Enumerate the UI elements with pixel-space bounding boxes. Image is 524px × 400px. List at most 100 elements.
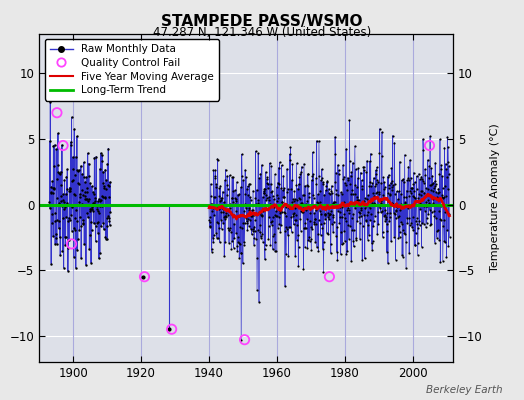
- Point: [443, 186, 452, 192]
- Point: [320, 219, 328, 226]
- Point: [340, 211, 348, 218]
- Point: [93, 208, 102, 214]
- Point: [444, 158, 452, 165]
- Point: [384, 190, 392, 196]
- Point: [206, 214, 214, 221]
- Point: [79, 220, 88, 226]
- Point: [399, 226, 408, 233]
- Point: [438, 192, 446, 198]
- Point: [323, 213, 332, 220]
- Point: [247, 231, 256, 238]
- Point: [386, 191, 395, 197]
- Point: [355, 214, 363, 220]
- Point: [252, 209, 260, 216]
- Point: [267, 189, 276, 195]
- Point: [331, 134, 339, 140]
- Point: [320, 239, 328, 245]
- Point: [339, 162, 347, 168]
- Point: [61, 242, 70, 248]
- Point: [428, 181, 436, 187]
- Point: [397, 203, 406, 210]
- Point: [388, 184, 396, 190]
- Point: [252, 148, 260, 154]
- Point: [230, 212, 238, 219]
- Point: [331, 151, 340, 157]
- Point: [411, 242, 419, 248]
- Point: [343, 187, 351, 193]
- Point: [357, 206, 366, 213]
- Point: [66, 188, 74, 194]
- Point: [395, 213, 403, 220]
- Point: [379, 192, 387, 198]
- Point: [55, 217, 63, 224]
- Point: [368, 246, 376, 253]
- Point: [354, 209, 363, 216]
- Point: [376, 126, 384, 132]
- Point: [272, 213, 280, 219]
- Point: [284, 253, 292, 259]
- Point: [59, 264, 68, 271]
- Point: [436, 259, 444, 266]
- Point: [301, 182, 309, 189]
- Point: [231, 201, 239, 208]
- Point: [248, 213, 256, 219]
- Point: [63, 166, 71, 173]
- Point: [444, 163, 453, 169]
- Point: [444, 243, 453, 250]
- Point: [313, 200, 322, 206]
- Point: [396, 229, 405, 235]
- Point: [219, 220, 227, 226]
- Point: [291, 253, 299, 260]
- Point: [260, 190, 268, 196]
- Point: [90, 200, 99, 206]
- Point: [255, 209, 263, 215]
- Point: [440, 194, 448, 200]
- Point: [244, 205, 253, 211]
- Point: [330, 198, 338, 205]
- Point: [412, 198, 420, 204]
- Point: [103, 235, 112, 242]
- Point: [208, 201, 216, 207]
- Point: [441, 160, 450, 167]
- Point: [50, 186, 59, 192]
- Point: [55, 170, 63, 177]
- Point: [335, 214, 344, 220]
- Point: [70, 254, 78, 260]
- Point: [405, 192, 413, 199]
- Point: [387, 180, 395, 186]
- Point: [316, 177, 325, 183]
- Point: [417, 192, 425, 198]
- Point: [56, 234, 64, 240]
- Point: [316, 232, 325, 238]
- Point: [414, 194, 423, 201]
- Point: [311, 207, 320, 214]
- Point: [92, 222, 100, 229]
- Point: [365, 183, 374, 189]
- Point: [45, 199, 53, 206]
- Point: [54, 225, 63, 232]
- Point: [442, 166, 451, 172]
- Point: [442, 192, 450, 199]
- Point: [425, 200, 433, 206]
- Point: [79, 192, 87, 198]
- Point: [286, 144, 294, 151]
- Point: [239, 239, 248, 245]
- Point: [257, 212, 266, 218]
- Point: [421, 166, 429, 172]
- Point: [248, 228, 257, 234]
- Point: [440, 144, 449, 151]
- Point: [341, 182, 350, 188]
- Point: [293, 222, 302, 228]
- Point: [409, 181, 418, 187]
- Point: [270, 248, 279, 254]
- Point: [386, 192, 394, 198]
- Point: [324, 189, 333, 196]
- Point: [409, 169, 418, 176]
- Point: [230, 235, 238, 242]
- Point: [291, 196, 300, 202]
- Point: [392, 208, 401, 214]
- Point: [438, 173, 446, 180]
- Point: [254, 150, 263, 156]
- Point: [263, 176, 271, 182]
- Point: [79, 221, 88, 228]
